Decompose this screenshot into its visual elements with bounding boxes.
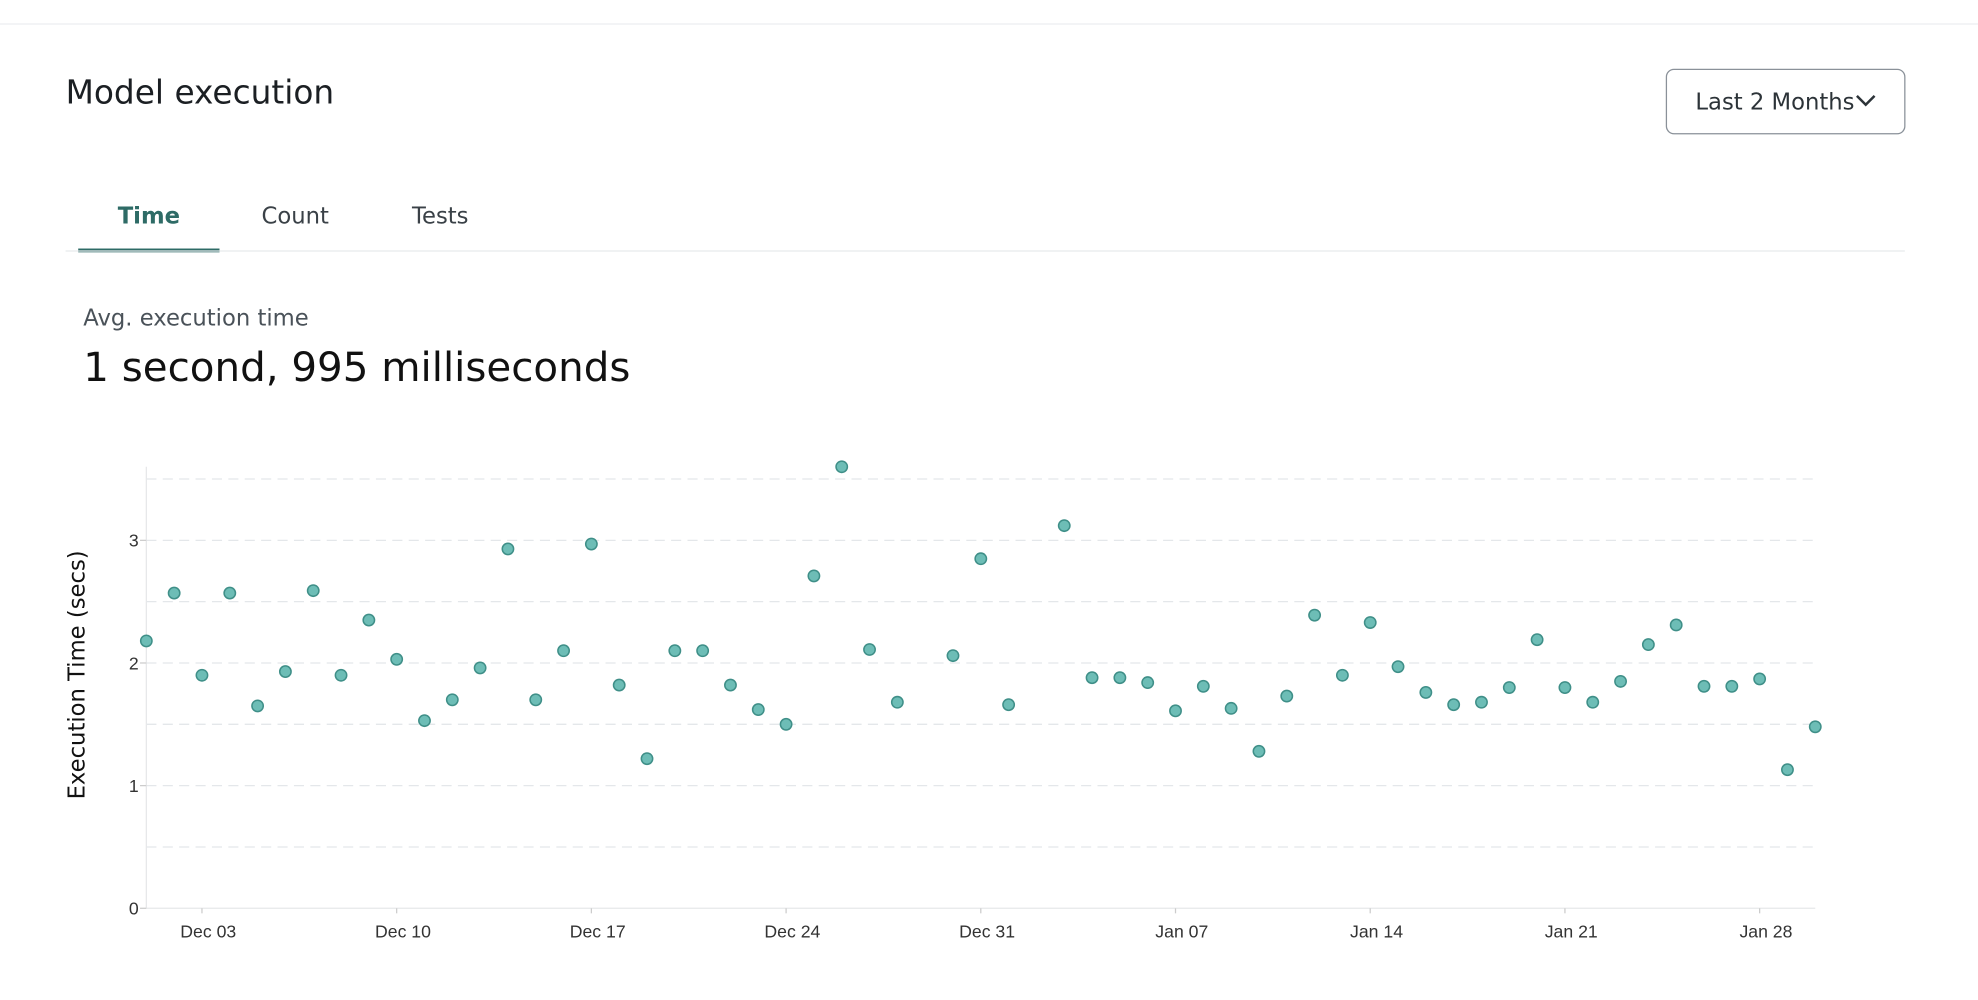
dropdown-label[interactable]: Last 2 Months <box>1695 90 1854 116</box>
data-point <box>1558 681 1572 694</box>
data-point <box>1530 633 1544 647</box>
tab[interactable]: Time <box>118 203 180 229</box>
data-point <box>445 693 459 707</box>
x-tick-label: Jan 14 <box>1350 921 1403 941</box>
data-point <box>724 678 737 692</box>
x-tick-label: Dec 17 <box>570 921 626 941</box>
data-point <box>334 668 348 682</box>
data-point <box>1196 679 1210 693</box>
tab[interactable]: Tests <box>411 203 469 229</box>
data-point <box>418 714 431 728</box>
data-point <box>1113 671 1127 685</box>
data-point <box>139 634 153 648</box>
data-point <box>1725 679 1739 693</box>
data-point <box>863 643 876 656</box>
data-point <box>251 699 265 713</box>
data-point <box>1641 638 1655 652</box>
data-point <box>835 460 849 474</box>
range-dropdown[interactable]: Last 2 Months <box>1665 68 1906 135</box>
chevron-icon <box>1856 94 1876 107</box>
x-tick-label: Jan 07 <box>1155 921 1208 941</box>
data-point <box>501 542 515 556</box>
data-point <box>612 678 626 692</box>
data-point <box>1169 704 1182 718</box>
x-tick-label: Dec 24 <box>764 921 820 941</box>
data-point <box>306 584 320 598</box>
data-point <box>167 586 181 600</box>
data-point <box>362 613 376 627</box>
data-point <box>390 652 404 666</box>
data-point <box>529 693 543 707</box>
y-axis-label: Execution Time (secs) <box>65 550 91 799</box>
x-tick-label: Jan 28 <box>1739 921 1792 941</box>
y-tick-label: 0 <box>129 899 139 919</box>
data-point <box>584 537 598 551</box>
data-point <box>640 752 654 766</box>
data-point <box>946 649 960 663</box>
data-point <box>1280 689 1294 703</box>
data-point <box>473 661 487 675</box>
data-point <box>890 695 904 709</box>
data-point <box>1224 701 1238 715</box>
x-tick-label: Jan 21 <box>1545 921 1598 941</box>
data-point <box>195 668 209 682</box>
data-point <box>278 665 292 679</box>
data-point <box>1335 668 1349 682</box>
data-point <box>557 644 570 658</box>
data-point <box>1808 720 1822 734</box>
data-point <box>1057 519 1071 533</box>
data-point <box>1475 695 1488 709</box>
data-point <box>1586 695 1600 709</box>
data-point <box>974 552 988 566</box>
data-point <box>1391 660 1405 674</box>
data-point <box>668 644 682 658</box>
x-tick-label: Dec 31 <box>959 921 1015 941</box>
summary-value: 1 second, 995 milliseconds <box>83 344 630 391</box>
y-tick-label: 1 <box>129 776 139 796</box>
data-point <box>223 586 237 600</box>
data-point <box>1753 672 1767 686</box>
dropdown-box[interactable] <box>1665 68 1906 135</box>
summary-label: Avg. execution time <box>83 305 308 331</box>
page-title: Model execution <box>66 73 335 111</box>
chart: 0 1 2 3 Dec 03 Dec 10 Dec 17 Dec 24 Dec 31 Jan 07… <box>65 460 1822 941</box>
tab[interactable]: Count <box>261 203 328 229</box>
y-tick-label: 2 <box>129 653 139 673</box>
data-point <box>1614 674 1627 688</box>
data-point <box>1141 676 1155 690</box>
x-tick-label: Dec 03 <box>180 921 236 941</box>
data-point <box>1447 698 1461 712</box>
data-point <box>1697 679 1711 693</box>
data-point <box>1781 763 1794 777</box>
data-point <box>1419 685 1433 699</box>
y-tick-label: 3 <box>129 531 139 551</box>
data-point <box>1085 671 1099 685</box>
data-point <box>696 644 710 658</box>
data-point <box>807 569 821 583</box>
data-point <box>1502 681 1516 694</box>
data-point <box>1252 744 1266 758</box>
data-point <box>751 703 765 717</box>
data-point <box>1002 698 1016 712</box>
x-tick-label: Dec 10 <box>375 921 431 941</box>
tab-bar: Time Count Tests <box>78 203 469 253</box>
data-point <box>1308 608 1322 622</box>
data-point <box>779 717 793 731</box>
data-point <box>1363 616 1377 629</box>
data-point <box>1669 618 1683 632</box>
